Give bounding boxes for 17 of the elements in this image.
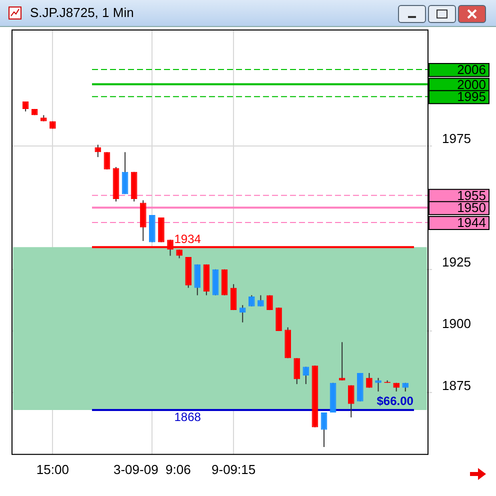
ref-line-label: 1950: [457, 200, 486, 216]
y-tick-label: 1925: [442, 254, 471, 270]
ref-line-label: 2006: [457, 62, 486, 78]
annotation: 1934: [174, 232, 202, 246]
ref-line-label: 1944: [457, 215, 486, 230]
annotation: 1868: [174, 410, 202, 424]
y-tick-label: 1900: [442, 316, 471, 332]
x-tick-label: 9-09:15: [212, 462, 256, 477]
x-tick-label: 15:00: [36, 462, 69, 477]
y-tick-label: 1875: [442, 378, 471, 393]
ref-line-label: 1995: [457, 89, 486, 104]
y-tick-label: 1975: [442, 131, 471, 146]
chart-title: S.JP.J8725, 1 Min: [30, 5, 134, 20]
ref-line-label: 2000: [457, 76, 486, 92]
ref-line-label: 1955: [457, 188, 486, 203]
x-tick-label: 3-09-09 9:06: [114, 462, 191, 477]
annotation: $66.00: [376, 394, 414, 408]
